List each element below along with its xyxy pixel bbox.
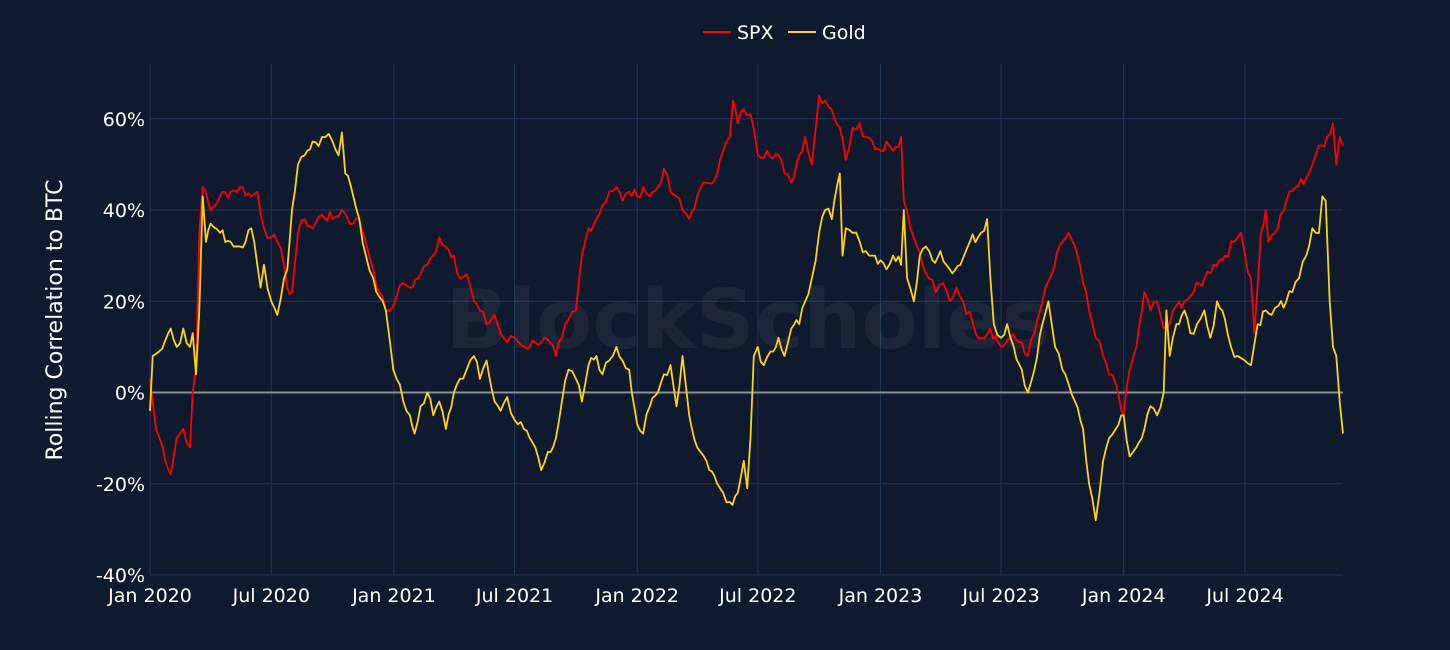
y-tick-label: 20%: [103, 291, 145, 313]
legend: SPX Gold: [703, 22, 866, 44]
x-tick-label: Jan 2021: [351, 585, 436, 607]
y-axis-title: Rolling Correlation to BTC: [43, 180, 68, 461]
y-tick-label: -20%: [96, 474, 145, 496]
x-tick-label: Jul 2024: [1205, 585, 1283, 607]
legend-item-gold[interactable]: Gold: [788, 22, 866, 44]
x-tick-label: Jul 2020: [232, 585, 310, 607]
x-tick-label: Jan 2022: [594, 585, 679, 607]
y-tick-label: 40%: [103, 200, 145, 222]
series-lines: [149, 95, 1344, 522]
x-tick-label: Jan 2023: [838, 585, 923, 607]
x-tick-label: Jan 2024: [1081, 585, 1166, 607]
x-tick-label: Jul 2022: [718, 585, 796, 607]
legend-label: SPX: [737, 22, 774, 44]
x-tick-label: Jul 2021: [475, 585, 553, 607]
x-tick-label: Jan 2020: [107, 585, 192, 607]
legend-item-spx[interactable]: SPX: [703, 22, 774, 44]
x-tick-label: Jul 2023: [961, 585, 1039, 607]
y-tick-label: 0%: [115, 383, 145, 405]
grid: [149, 64, 1343, 576]
y-tick-label: -40%: [96, 565, 145, 587]
series-line-gold: [149, 131, 1344, 522]
series-line-spx: [149, 95, 1344, 476]
watermark: BlockScholes: [446, 273, 1051, 368]
x-axis-ticks: Jan 2020 Jul 2020 Jan 2021 Jul 2021 Jan 2022…: [107, 585, 1284, 607]
y-axis-ticks: -40% -20% 0% 20% 40% 60%: [96, 109, 145, 587]
legend-label: Gold: [822, 22, 866, 44]
y-tick-label: 60%: [103, 109, 145, 131]
